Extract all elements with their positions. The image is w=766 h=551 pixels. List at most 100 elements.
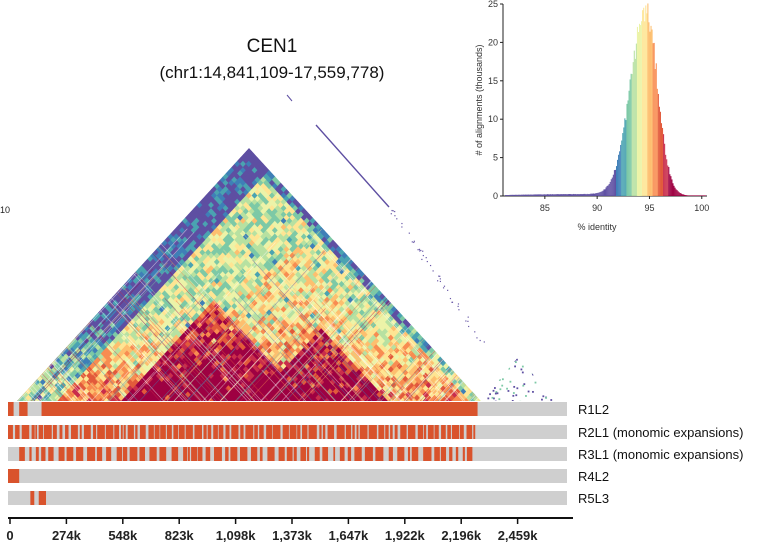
hist-bar (683, 194, 686, 196)
heatmap-cell (540, 363, 542, 366)
hist-bar (700, 195, 702, 196)
hist-bar (657, 93, 659, 196)
heatmap-cell (324, 245, 331, 253)
heatmap-cell (231, 207, 238, 215)
hist-bar (672, 183, 674, 196)
hist-bar (635, 43, 637, 196)
heatmap-cell (486, 358, 489, 360)
track-segment (35, 425, 38, 439)
heatmap-cell (245, 173, 253, 181)
heatmap-streak (235, 248, 376, 401)
track-segment (266, 425, 273, 439)
heatmap-dot (411, 241, 413, 243)
track-segment (31, 425, 35, 439)
hist-bar (514, 194, 516, 196)
heatmap-streak (470, 270, 481, 401)
heatmap-cell (240, 173, 247, 181)
hist-bar (558, 194, 560, 196)
heatmap-streak (154, 361, 192, 401)
heatmap-cell (245, 217, 253, 225)
hist-bar (636, 26, 638, 196)
heatmap-cell (552, 360, 555, 363)
heatmap-cell (482, 386, 485, 388)
heatmap-streak (331, 324, 402, 401)
track-segment (359, 425, 368, 439)
hist-bar (590, 193, 592, 196)
heatmap-cell (534, 358, 536, 361)
hist-bar (559, 194, 561, 196)
hist-y-tick-label: 0 (493, 191, 498, 201)
hist-bar (526, 194, 528, 196)
heatmap-cell (216, 236, 224, 244)
hist-bar (646, 13, 648, 196)
heatmap-cell (161, 245, 169, 253)
track-label-r2l1: R2L1 (monomic expansions) (578, 425, 743, 440)
hist-bar (615, 166, 618, 196)
track-segment (65, 425, 69, 439)
heatmap-cell (522, 384, 525, 387)
heatmap-cell (544, 376, 547, 379)
heatmap-dot (447, 289, 449, 291)
heatmap-dot (417, 249, 419, 251)
heatmap-streak (281, 363, 317, 401)
heatmap-cell (533, 370, 536, 373)
hist-bar (624, 118, 626, 196)
heatmap-streak (308, 371, 336, 401)
heatmap-dot (425, 257, 427, 259)
track-segment (375, 447, 384, 461)
heatmap-streak (202, 313, 284, 401)
track-segment (427, 425, 434, 439)
heatmap-streak (261, 346, 313, 401)
x-tick-label: 1,922k (385, 528, 426, 543)
heatmap-cell (309, 236, 316, 244)
heatmap-cell (289, 226, 296, 234)
heatmap-streak (313, 300, 407, 401)
heatmap-streak (248, 270, 369, 401)
track-segment (76, 447, 84, 461)
heatmap-cell (515, 394, 518, 397)
heatmap-cell (533, 363, 535, 366)
heatmap-streak (134, 233, 289, 401)
track-segment (434, 447, 440, 461)
heatmap-streak (269, 266, 394, 401)
heatmap-cell (286, 236, 293, 244)
hist-bar (623, 127, 625, 196)
heatmap-streak (88, 356, 130, 401)
heatmap-cell (295, 207, 302, 215)
hist-bar (628, 90, 630, 196)
heatmap-cell (280, 217, 287, 225)
heatmap-streak (175, 300, 269, 401)
heatmap-dot (439, 278, 441, 280)
heatmap-streak (293, 333, 356, 401)
hist-bar (533, 194, 535, 196)
hist-bar (675, 189, 677, 196)
track-segment (336, 425, 345, 439)
track-segment (87, 447, 96, 461)
hist-bar (701, 195, 703, 196)
heatmap-cell (300, 245, 308, 253)
hist-bar (640, 25, 642, 197)
heatmap-cell (176, 236, 183, 244)
hist-bar (626, 103, 628, 196)
heatmap-cell (225, 245, 232, 253)
heatmap-dot (408, 232, 410, 234)
hist-bar (602, 190, 604, 196)
left-edge-label: 10 (0, 205, 10, 215)
hist-bar (678, 192, 680, 196)
track-segment (154, 425, 160, 439)
hist-bar (564, 194, 566, 196)
heatmap-cell (553, 371, 556, 374)
track-segment (38, 491, 47, 505)
heatmap-cell (321, 236, 328, 244)
heatmap-dot (468, 325, 470, 328)
heatmap-cell (544, 371, 546, 374)
track-segment (400, 425, 407, 439)
heatmap-streak (28, 228, 188, 401)
heatmap-cell (303, 236, 311, 244)
track-segment (322, 447, 329, 461)
heatmap-cell (532, 368, 535, 371)
track-segment (205, 447, 211, 461)
heatmap-streak (109, 347, 159, 401)
heatmap-dot (401, 222, 403, 225)
hist-y-tick-label: 15 (488, 76, 498, 86)
